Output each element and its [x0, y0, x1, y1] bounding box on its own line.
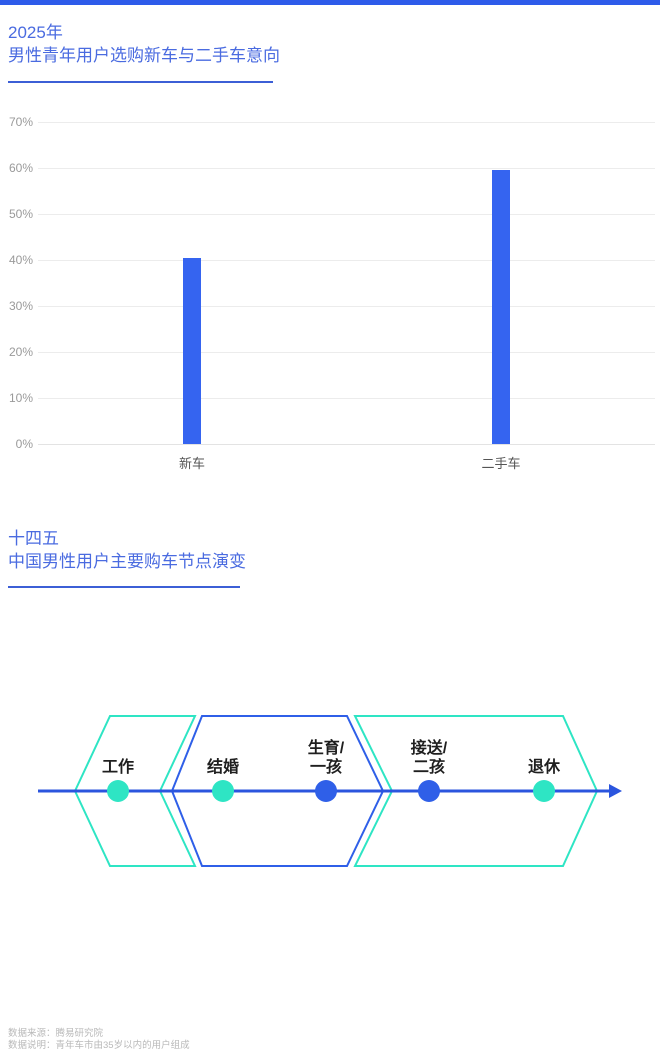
timeline-node-dot	[533, 780, 555, 802]
section1-title-year: 2025年	[8, 23, 63, 42]
section2-title-period: 十四五	[8, 529, 59, 548]
gridline	[38, 306, 655, 307]
timeline-diagram	[38, 715, 622, 867]
gridline	[38, 214, 655, 215]
y-axis-tick-label: 20%	[8, 345, 33, 359]
timeline-node-label: 结婚	[206, 759, 240, 776]
footer-data-note: 数据说明：青年车市由35岁以内的用户组成	[8, 1040, 190, 1051]
section1-title-main: 男性青年用户选购新车与二手车意向	[8, 46, 280, 65]
y-axis-tick-label: 10%	[8, 391, 33, 405]
gridline	[38, 444, 655, 445]
top-accent-bar	[0, 0, 660, 5]
gridline	[38, 398, 655, 399]
timeline-node-label: 工作	[101, 759, 135, 776]
gridline	[38, 122, 655, 123]
timeline-node-label: 接送/ 二孩	[410, 740, 448, 776]
timeline-node-dot	[212, 780, 234, 802]
bar-二手车	[492, 170, 510, 444]
y-axis-tick-label: 50%	[8, 207, 33, 221]
y-axis-tick-label: 30%	[8, 299, 33, 313]
bar-新车	[183, 257, 201, 444]
y-axis-tick-label: 0%	[15, 437, 33, 451]
timeline-node-dot	[107, 780, 129, 802]
x-axis-category-label: 新车	[178, 456, 206, 471]
gridline	[38, 168, 655, 169]
timeline-arrowhead-icon	[609, 784, 622, 798]
timeline-node-dot	[418, 780, 440, 802]
footer-data-source: 数据来源：腾易研究院	[8, 1028, 104, 1039]
x-axis-category-label: 二手车	[481, 456, 521, 471]
section2-title-main: 中国男性用户主要购车节点演变	[8, 552, 246, 571]
timeline-node-label: 退休	[527, 759, 561, 776]
y-axis-tick-label: 60%	[8, 161, 33, 175]
y-axis-tick-label: 40%	[8, 253, 33, 267]
timeline-node-label: 生育/ 一孩	[307, 740, 345, 776]
section1-underline	[8, 81, 273, 83]
timeline-node-dot	[315, 780, 337, 802]
gridline	[38, 352, 655, 353]
y-axis-tick-label: 70%	[8, 115, 33, 129]
section2-underline	[8, 586, 240, 588]
gridline	[38, 260, 655, 261]
